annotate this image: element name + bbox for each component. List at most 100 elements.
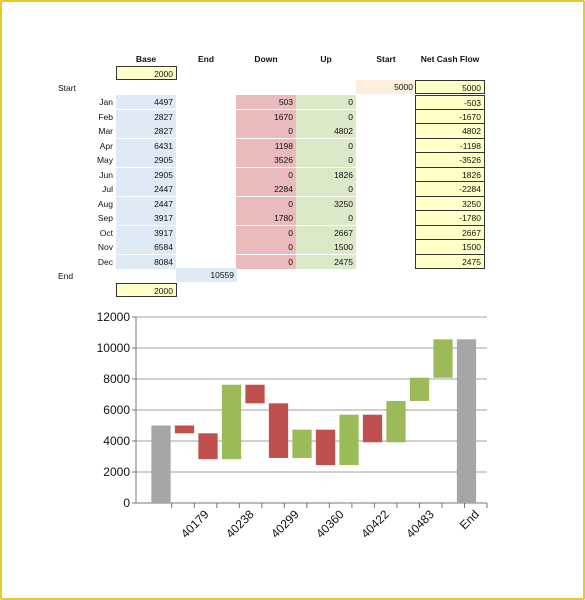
y-tick-label: 2000: [103, 465, 130, 479]
y-tick-label: 6000: [103, 403, 130, 417]
bar-up: [339, 414, 359, 466]
bar-down: [198, 433, 218, 460]
up-cell: 4802: [296, 124, 356, 138]
month-label: May: [96, 155, 113, 165]
month-label: Sep: [97, 213, 113, 223]
base-cell: 6431: [116, 138, 176, 153]
down-cell: 1198: [236, 138, 296, 153]
down-cell: 0: [236, 225, 296, 240]
start-base-value: 2000: [116, 66, 177, 80]
header-base: Base: [135, 54, 157, 64]
x-tick-label: 40483: [403, 507, 437, 541]
net-cell: 2667: [415, 225, 485, 240]
header-start: Start: [376, 54, 396, 64]
month-label: Dec: [97, 256, 113, 267]
net-cell: -503: [415, 95, 485, 110]
up-cell: 2475: [296, 254, 356, 269]
down-cell: 2284: [236, 182, 296, 196]
y-tick-label: 8000: [103, 372, 130, 386]
y-tick-label: 0: [123, 496, 130, 510]
month-label: Jan: [99, 97, 113, 107]
month-label: Oct: [99, 227, 113, 238]
down-cell: 3526: [236, 153, 296, 167]
x-tick-label: 40299: [268, 507, 302, 541]
y-tick-label: 10000: [97, 341, 131, 355]
down-cell: 0: [236, 196, 296, 211]
month-label: Nov: [97, 242, 113, 252]
base-cell: 3917: [116, 225, 176, 240]
x-tick-label: 40238: [223, 507, 257, 541]
up-cell: 3250: [296, 196, 356, 211]
header-down: Down: [254, 54, 278, 64]
up-cell: 0: [296, 182, 356, 196]
down-cell: 1780: [236, 211, 296, 225]
x-tick-label: 40179: [178, 507, 212, 541]
x-tick-label: 40360: [313, 507, 347, 541]
bar-up: [386, 400, 406, 443]
down-cell: 503: [236, 95, 296, 109]
down-cell: 0: [236, 254, 296, 269]
header-net-cash-flow: Net Cash Flow: [420, 54, 480, 64]
header-up: Up: [320, 54, 332, 64]
up-cell: 2667: [296, 225, 356, 240]
month-label: Jul: [102, 184, 113, 194]
net-cell: 2475: [415, 254, 485, 269]
down-cell: 0: [236, 124, 296, 138]
start-value: 5000: [356, 80, 416, 94]
up-cell: 0: [296, 109, 356, 124]
bar-down: [245, 384, 265, 404]
header-end: End: [197, 54, 215, 64]
bar-down: [174, 425, 195, 434]
base-cell: 2905: [116, 167, 176, 182]
up-cell: 0: [296, 211, 356, 225]
up-cell: 0: [296, 138, 356, 153]
bar-down: [268, 403, 289, 458]
base-cell: 2827: [116, 124, 176, 138]
month-label: Aug: [97, 198, 113, 209]
bar-up: [292, 429, 312, 458]
base-cell: 4497: [116, 95, 176, 109]
x-tick-label: End: [457, 507, 482, 532]
bar-up: [409, 377, 430, 401]
net-cell: 4802: [415, 124, 485, 139]
x-tick-label: 40422: [358, 507, 392, 541]
down-cell: 1670: [236, 109, 296, 124]
start-label: Start: [58, 83, 76, 93]
base-cell: 2447: [116, 182, 176, 196]
net-cell: -3526: [415, 153, 485, 168]
base-cell: 6584: [116, 240, 176, 254]
down-cell: 0: [236, 167, 296, 182]
up-cell: 1826: [296, 167, 356, 182]
month-label: Jun: [99, 169, 113, 180]
net-cell: 1826: [415, 167, 485, 182]
net-cell: 3250: [415, 196, 485, 211]
up-cell: 0: [296, 95, 356, 109]
month-label: Mar: [98, 126, 113, 136]
net-cell: -1780: [415, 211, 485, 226]
up-cell: 0: [296, 153, 356, 167]
down-cell: 0: [236, 240, 296, 254]
end-value: 10559: [176, 268, 237, 282]
bar-end: [456, 339, 477, 503]
base-cell: 2905: [116, 153, 176, 167]
base-cell: 8084: [116, 254, 176, 269]
net-cell: -1198: [415, 138, 485, 153]
bar-start: [151, 425, 171, 503]
month-label: Apr: [99, 140, 113, 151]
bar-down: [315, 429, 336, 466]
y-tick-label: 12000: [97, 310, 131, 324]
up-cell: 1500: [296, 240, 356, 254]
net-cell: 1500: [415, 240, 485, 255]
bar-up: [433, 339, 453, 378]
end-base-value: 2000: [116, 283, 177, 297]
start-net-value: 5000: [415, 80, 485, 94]
base-cell: 2447: [116, 196, 176, 211]
bar-down: [362, 414, 383, 443]
end-label: End: [58, 271, 74, 281]
net-cell: -2284: [415, 182, 485, 197]
base-cell: 2827: [116, 109, 176, 124]
net-cell: -1670: [415, 109, 485, 124]
y-tick-label: 4000: [103, 434, 130, 448]
month-label: Feb: [98, 111, 113, 122]
